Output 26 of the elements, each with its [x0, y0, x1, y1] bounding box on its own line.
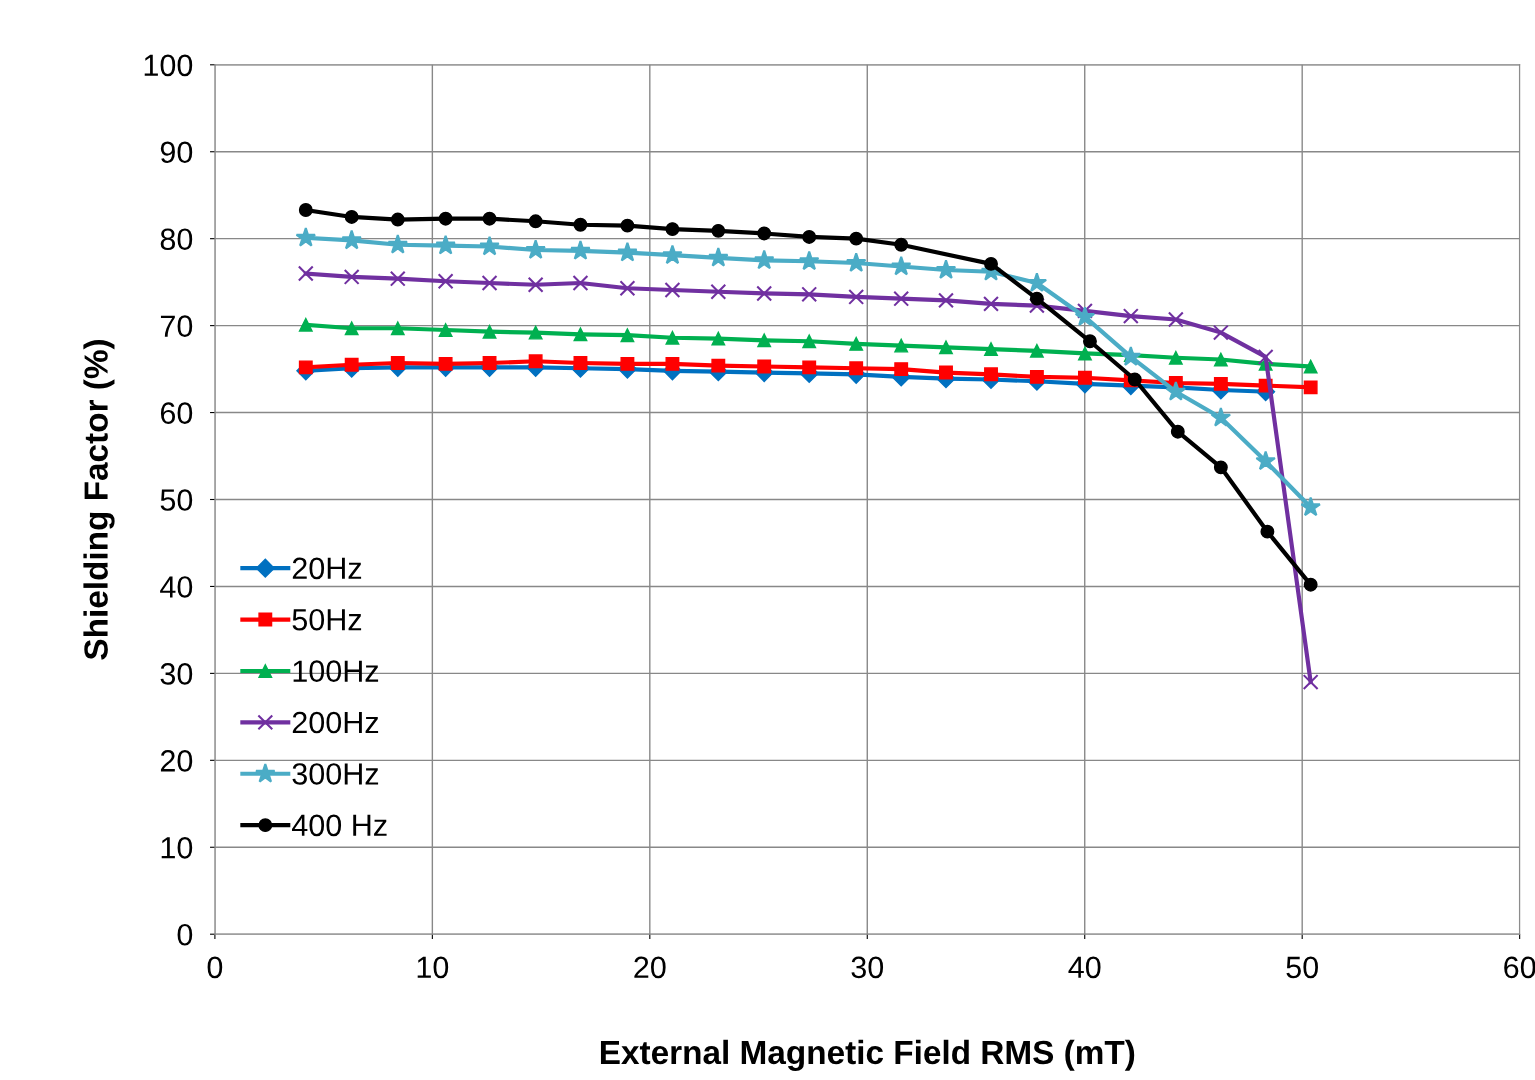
x-tick-label: 60 [1504, 956, 1535, 979]
y-tick-label: 40 [160, 576, 193, 598]
legend-label: 20Hz [292, 557, 362, 580]
x-tick-label: 40 [1068, 956, 1101, 979]
x-axis-title: External Magnetic Field RMS (mT) [600, 1039, 1135, 1071]
y-tick-label: 80 [160, 228, 193, 251]
x-tick-label: 0 [207, 956, 223, 979]
x-tick-label: 30 [851, 956, 884, 979]
legend-label: 50Hz [292, 608, 362, 631]
y-tick-label: 90 [160, 141, 193, 164]
legend-label: 100Hz [293, 660, 379, 682]
y-tick-label: 100 [144, 54, 193, 77]
y-tick-label: 0 [177, 923, 193, 946]
x-tick-label: 10 [417, 956, 449, 979]
x-tick-label: 50 [1286, 956, 1318, 979]
legend-label: 200Hz [292, 711, 379, 734]
y-tick-label: 50 [160, 489, 193, 511]
y-axis-title: Shielding Factor (%) [83, 340, 115, 660]
y-tick-label: 30 [160, 663, 193, 685]
legend-label: 400 Hz [291, 814, 387, 837]
y-tick-label: 20 [160, 750, 193, 772]
y-tick-label: 60 [160, 402, 193, 424]
y-tick-label: 70 [160, 315, 193, 337]
legend-label: 300Hz [292, 763, 379, 785]
x-tick-label: 20 [634, 956, 666, 979]
y-tick-label: 10 [161, 837, 193, 859]
